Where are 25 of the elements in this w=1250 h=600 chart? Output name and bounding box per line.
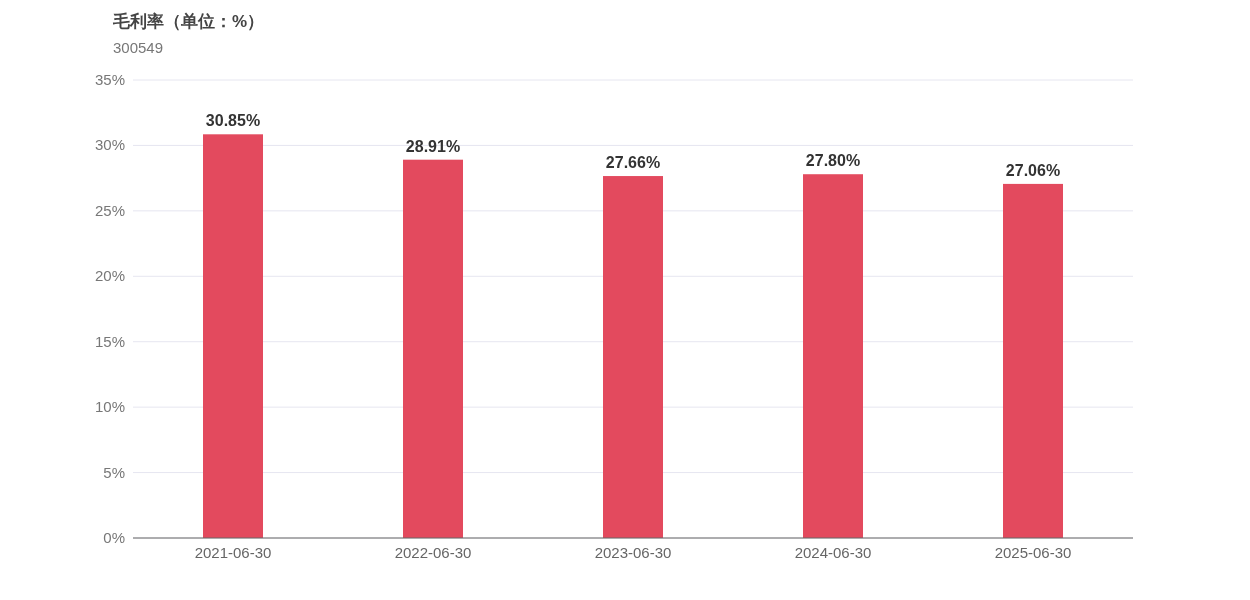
- data-label: 27.66%: [605, 154, 661, 172]
- y-tick-label: 0%: [103, 529, 125, 546]
- y-tick-label: 25%: [94, 201, 125, 219]
- y-tick-label: 20%: [94, 267, 125, 285]
- bar: [403, 159, 463, 538]
- x-tick-label: 2025-06-30: [994, 544, 1072, 561]
- bar: [1003, 183, 1063, 538]
- chart-title: 毛利率（单位：%）: [112, 12, 265, 31]
- y-tick-label: 15%: [94, 332, 125, 350]
- data-label: 27.80%: [805, 152, 861, 170]
- x-tick-label: 2024-06-30: [794, 544, 872, 561]
- bar: [203, 134, 263, 538]
- y-tick-label: 5%: [103, 463, 125, 481]
- chart-subtitle: 300549: [113, 39, 164, 56]
- y-tick-label: 35%: [94, 71, 125, 88]
- data-label: 27.06%: [1005, 161, 1061, 179]
- y-tick-label: 10%: [94, 398, 125, 416]
- bar: [803, 174, 863, 538]
- x-tick-label: 2021-06-30: [194, 544, 272, 561]
- data-label: 30.85%: [205, 112, 261, 130]
- bar: [603, 176, 663, 538]
- x-tick-label: 2022-06-30: [394, 544, 472, 561]
- y-tick-label: 30%: [94, 136, 125, 154]
- data-label: 28.91%: [405, 137, 461, 155]
- x-tick-label: 2023-06-30: [594, 544, 672, 561]
